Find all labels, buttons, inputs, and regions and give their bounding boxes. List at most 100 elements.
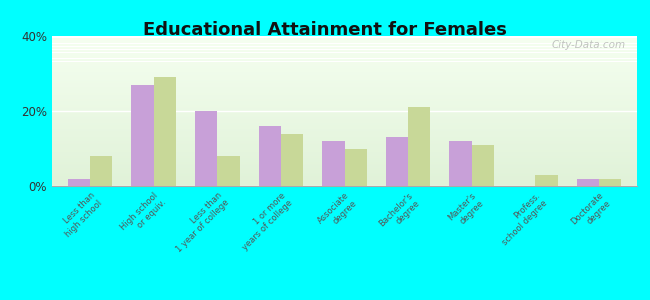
Bar [52,140,637,141]
Bar [52,132,637,134]
Bar [52,126,637,128]
Bar [344,148,367,186]
Bar [52,160,637,162]
Bar [52,75,637,76]
Bar [322,141,344,186]
Bar [154,77,176,186]
Bar [52,117,637,118]
Bar [52,64,637,66]
Bar [131,85,154,186]
Bar [52,46,637,48]
Bar [52,144,637,146]
Bar [52,112,637,114]
Bar [52,148,637,150]
Bar [52,158,637,159]
Bar [52,72,637,74]
Bar [52,142,637,144]
Bar [52,134,637,135]
Bar [52,85,637,87]
Bar [259,126,281,186]
Bar [472,145,494,186]
Bar [52,167,637,168]
Bar [52,40,637,42]
Bar [52,44,637,45]
Bar [52,164,637,165]
Bar [52,169,637,171]
Bar [52,61,637,63]
Bar [52,108,637,110]
Bar [577,178,599,186]
Bar [52,82,637,84]
Bar [52,172,637,174]
Bar [52,156,637,158]
Bar [52,50,637,51]
Bar [52,48,637,50]
Bar [52,171,637,172]
Bar [52,152,637,153]
Bar [52,141,637,142]
Bar [52,88,637,90]
Bar [52,111,637,112]
Bar [52,58,637,60]
Bar [52,150,637,152]
Bar [52,92,637,93]
Bar [52,135,637,136]
Bar [52,122,637,123]
Bar [52,90,637,92]
Bar [52,68,637,69]
Bar [52,168,637,170]
Bar [52,110,637,111]
Bar [52,118,637,120]
Bar [52,138,637,140]
Bar [52,105,637,106]
Bar [52,52,637,54]
Text: City-Data.com: City-Data.com [551,40,625,50]
Bar [52,84,637,86]
Bar [52,165,637,166]
Bar [52,57,637,58]
Bar [52,114,637,116]
Bar [52,66,637,68]
Bar [52,45,637,46]
Bar [52,103,637,105]
Bar [52,128,637,129]
Bar [52,80,637,81]
Bar [52,146,637,147]
Bar [52,81,637,82]
Bar [52,154,637,156]
Bar [52,183,637,184]
Bar [52,102,637,104]
Bar [52,129,637,130]
Bar [52,177,637,178]
Bar [52,147,637,148]
Text: Educational Attainment for Females: Educational Attainment for Females [143,21,507,39]
Bar [52,78,637,80]
Bar [52,174,637,176]
Bar [535,175,558,186]
Bar [386,137,408,186]
Bar [52,36,637,38]
Bar [52,42,637,44]
Bar [52,106,637,108]
Bar [449,141,472,186]
Bar [281,134,303,186]
Bar [52,136,637,138]
Bar [599,178,621,186]
Bar [52,153,637,154]
Bar [68,178,90,186]
Bar [52,130,637,132]
Bar [52,182,637,183]
Bar [52,98,637,99]
Bar [52,76,637,78]
Bar [52,180,637,182]
Bar [52,116,637,117]
Bar [52,96,637,98]
Bar [52,87,637,88]
Bar [52,93,637,94]
Bar [52,159,637,160]
Bar [52,70,637,72]
Bar [52,74,637,75]
Bar [52,120,637,122]
Bar [52,39,637,40]
Bar [52,124,637,126]
